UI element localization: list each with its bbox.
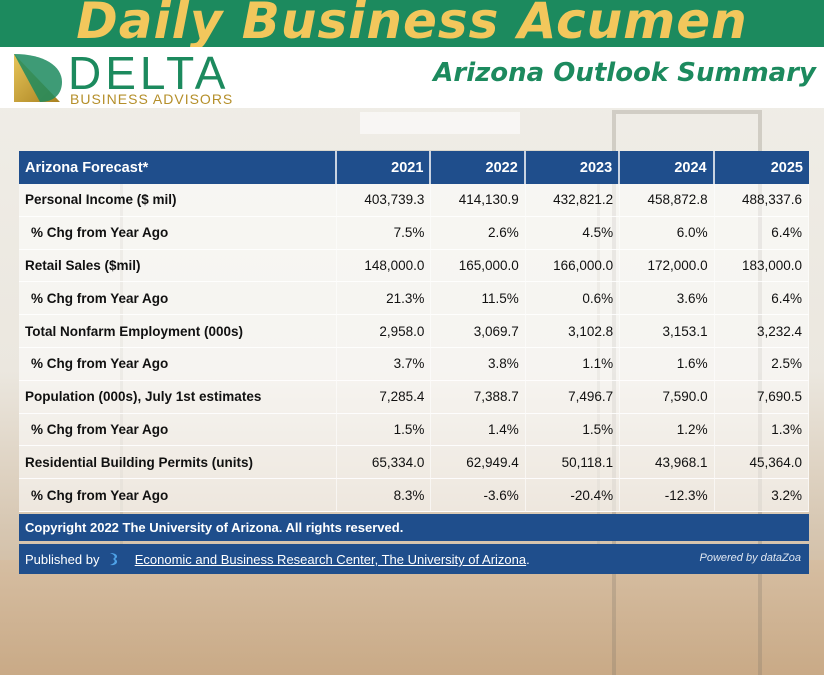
copyright-bar: Copyright 2022 The University of Arizona… [19, 514, 809, 541]
table-cell: -20.4% [525, 479, 621, 512]
table-cell: 65,334.0 [337, 446, 432, 480]
page-title: Daily Business Acumen [76, 0, 748, 50]
brand-subtitle: BUSINESS ADVISORS [70, 91, 234, 107]
logo-strip [0, 47, 824, 108]
table-cell: 45,364.0 [714, 446, 809, 480]
table-cell: 0.6% [525, 282, 621, 316]
table-cell: 3.7% [337, 347, 432, 381]
background-floor [0, 560, 824, 675]
table-cell: 3.8% [431, 347, 526, 381]
table-cell: 7,590.0 [620, 380, 715, 414]
publisher-link[interactable]: Economic and Business Research Center, T… [134, 552, 527, 567]
table-cell: 403,739.3 [337, 184, 432, 217]
table-cell: 6.4% [714, 216, 809, 250]
table-cell: 6.4% [714, 282, 809, 316]
table-row: % Chg from Year Ago 8.3% -3.6% -20.4% -1… [19, 479, 809, 512]
forecast-table: Arizona Forecast* 2021 2022 2023 2024 20… [19, 151, 809, 512]
background-light [360, 112, 520, 134]
table-cell: 1.1% [525, 347, 621, 381]
table-cell: 183,000.0 [714, 249, 809, 283]
copyright-text: Copyright 2022 The University of Arizona… [25, 520, 404, 535]
table-cell: 3.6% [620, 282, 715, 316]
table-cell: 166,000.0 [525, 249, 621, 283]
table-row: % Chg from Year Ago 21.3% 11.5% 0.6% 3.6… [19, 282, 809, 316]
row-label: % Chg from Year Ago [19, 216, 338, 250]
table-cell: 62,949.4 [431, 446, 526, 480]
table-row: Population (000s), July 1st estimates 7,… [19, 380, 809, 414]
table-cell: 1.5% [525, 413, 621, 447]
table-cell: 165,000.0 [431, 249, 526, 283]
table-cell: 7,690.5 [714, 380, 809, 414]
table-cell: 2.6% [431, 216, 526, 250]
column-header: Arizona Forecast* [19, 151, 338, 184]
table-cell: 8.3% [337, 479, 432, 512]
table-cell: 2.5% [714, 347, 809, 381]
published-bar: Published by Economic and Business Resea… [19, 544, 809, 574]
published-prefix: Published by [25, 552, 100, 567]
table-row: Retail Sales ($mil) 148,000.0 165,000.0 … [19, 249, 809, 283]
table-cell: 458,872.8 [620, 184, 715, 217]
table-cell: -12.3% [620, 479, 715, 512]
table-cell: 1.5% [337, 413, 432, 447]
table-cell: 4.5% [525, 216, 621, 250]
delta-logo-icon [14, 54, 62, 102]
powered-by-text: Powered by dataZoa [699, 552, 801, 564]
table-cell: -3.6% [431, 479, 526, 512]
published-suffix: . [526, 552, 530, 567]
table-row: Total Nonfarm Employment (000s) 2,958.0 … [19, 315, 809, 348]
table-cell: 21.3% [337, 282, 432, 316]
page-subtitle: Arizona Outlook Summary [433, 58, 816, 88]
table-cell: 3.2% [714, 479, 809, 512]
table-cell: 7,496.7 [525, 380, 621, 414]
row-label: % Chg from Year Ago [19, 282, 338, 316]
ebrc-logo-icon [110, 553, 118, 566]
row-label: Residential Building Permits (units) [19, 446, 338, 480]
row-label: Retail Sales ($mil) [19, 249, 338, 283]
column-header: 2025 [714, 151, 809, 184]
table-cell: 1.4% [431, 413, 526, 447]
row-label: % Chg from Year Ago [19, 413, 338, 447]
column-header: 2023 [525, 151, 621, 184]
row-label: % Chg from Year Ago [19, 479, 338, 512]
table-cell: 148,000.0 [337, 249, 432, 283]
table-cell: 7,388.7 [431, 380, 526, 414]
table-cell: 7.5% [337, 216, 432, 250]
table-cell: 2,958.0 [337, 315, 432, 348]
row-label: % Chg from Year Ago [19, 347, 338, 381]
table-cell: 6.0% [620, 216, 715, 250]
table-cell: 432,821.2 [525, 184, 621, 217]
table-cell: 1.6% [620, 347, 715, 381]
table-cell: 172,000.0 [620, 249, 715, 283]
table-header-row: Arizona Forecast* 2021 2022 2023 2024 20… [19, 151, 809, 184]
table-cell: 43,968.1 [620, 446, 715, 480]
table-cell: 1.3% [714, 413, 809, 447]
table-row: Residential Building Permits (units) 65,… [19, 446, 809, 480]
table-cell: 1.2% [620, 413, 715, 447]
table-row: Personal Income ($ mil) 403,739.3 414,13… [19, 184, 809, 217]
table-row: % Chg from Year Ago 3.7% 3.8% 1.1% 1.6% … [19, 347, 809, 381]
row-label: Personal Income ($ mil) [19, 184, 338, 217]
column-header: 2021 [337, 151, 432, 184]
table-cell: 3,153.1 [620, 315, 715, 348]
row-label: Population (000s), July 1st estimates [19, 380, 338, 414]
table-cell: 3,232.4 [714, 315, 809, 348]
table-cell: 3,102.8 [525, 315, 621, 348]
forecast-table-container: Arizona Forecast* 2021 2022 2023 2024 20… [19, 151, 809, 512]
table-cell: 414,130.9 [431, 184, 526, 217]
table-cell: 488,337.6 [714, 184, 809, 217]
column-header: 2024 [620, 151, 715, 184]
row-label: Total Nonfarm Employment (000s) [19, 315, 338, 348]
table-row: % Chg from Year Ago 1.5% 1.4% 1.5% 1.2% … [19, 413, 809, 447]
title-band [0, 0, 824, 47]
table-cell: 11.5% [431, 282, 526, 316]
brand-name: DELTA [68, 47, 230, 99]
table-cell: 7,285.4 [337, 380, 432, 414]
column-header: 2022 [431, 151, 526, 184]
table-cell: 50,118.1 [525, 446, 621, 480]
table-cell: 3,069.7 [431, 315, 526, 348]
table-row: % Chg from Year Ago 7.5% 2.6% 4.5% 6.0% … [19, 216, 809, 250]
